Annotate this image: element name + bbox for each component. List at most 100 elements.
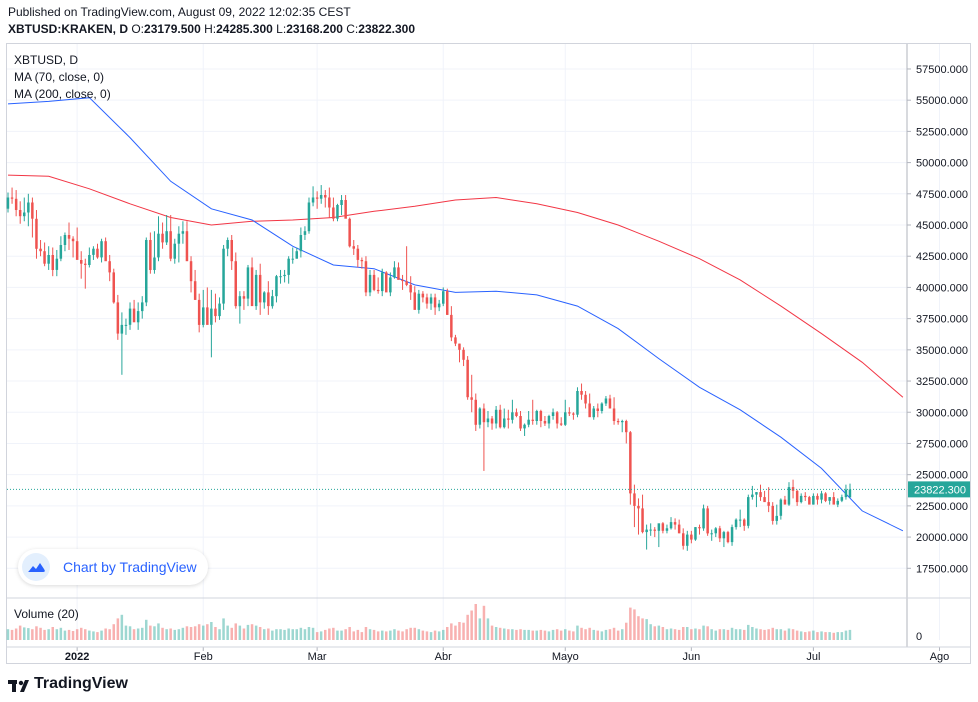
candle-body — [539, 411, 543, 421]
candle-body — [417, 293, 421, 310]
x-tick-label: Mar — [308, 651, 327, 663]
candle-body — [588, 403, 591, 418]
candle-body — [673, 522, 677, 525]
volume-bar — [80, 627, 83, 640]
candle-body — [193, 281, 197, 300]
candle-body — [315, 197, 319, 199]
candle-body — [18, 210, 22, 217]
volume-bar — [608, 629, 612, 640]
candle-body — [511, 412, 514, 420]
volume-bar — [234, 623, 237, 640]
volume-bar — [559, 630, 563, 640]
tradingview-watermark[interactable]: Chart by TradingView — [18, 549, 208, 585]
volume-bar — [222, 618, 225, 640]
volume-bar — [531, 630, 534, 640]
volume-bar — [808, 631, 811, 640]
candle-body — [771, 505, 774, 521]
volume-bar — [356, 629, 360, 640]
candle-body — [747, 497, 750, 526]
candle-body — [730, 527, 734, 543]
volume-bar — [145, 619, 148, 640]
volume-bar — [218, 629, 221, 640]
volume-bar — [96, 632, 99, 640]
volume-bar — [511, 629, 514, 640]
volume-bar — [279, 629, 282, 640]
candle-body — [690, 534, 693, 540]
candle-body — [568, 412, 571, 414]
candle-body — [59, 245, 63, 259]
candle-body — [596, 408, 599, 411]
volume-bar — [633, 609, 636, 640]
candle-body — [299, 235, 303, 252]
volume-bar — [763, 629, 766, 640]
volume-bar — [641, 618, 644, 640]
y-tick-label: 52500.000 — [916, 126, 968, 138]
candle-body — [706, 508, 709, 534]
candle-body — [767, 502, 770, 506]
candle-body — [397, 267, 400, 280]
candle-body — [592, 408, 595, 418]
candle-body — [446, 291, 449, 315]
volume-legend: Volume (20) — [14, 607, 79, 621]
volume-bar — [206, 624, 209, 640]
volume-bar — [185, 626, 189, 640]
volume-bar — [706, 626, 709, 640]
volume-bar — [181, 627, 185, 640]
ohlc-line: XBTUSD:KRAKEN, D O:23179.500 H:24285.300… — [8, 22, 415, 36]
ohlc-high-label: H: — [204, 22, 217, 36]
candle-body — [360, 260, 364, 262]
volume-bar — [783, 630, 787, 640]
candle-body — [141, 302, 144, 312]
volume-bar — [153, 626, 156, 640]
candle-body — [263, 292, 266, 303]
volume-bar — [368, 629, 372, 640]
volume-bar — [100, 630, 103, 640]
volume-bar — [775, 629, 778, 640]
volume-bar — [352, 631, 355, 640]
volume-bar — [787, 628, 791, 640]
candle-body — [405, 281, 408, 285]
x-tick-label: 2022 — [65, 651, 89, 663]
candle-body — [6, 197, 10, 209]
volume-bar — [71, 631, 75, 640]
candle-body — [197, 299, 201, 325]
symbol-label: XBTUSD:KRAKEN, D — [8, 22, 128, 36]
volume-bar — [592, 629, 595, 640]
candle-body — [246, 267, 250, 299]
y-tick-label: 25000.000 — [916, 470, 968, 482]
volume-bar — [682, 627, 685, 640]
candle-body — [283, 274, 286, 277]
last-price-badge — [908, 481, 970, 498]
volume-bar — [486, 618, 490, 640]
volume-bar — [332, 627, 335, 640]
volume-bar — [324, 629, 327, 640]
candle-body — [612, 408, 616, 421]
candle-body — [718, 528, 722, 539]
volume-bar — [283, 629, 286, 640]
candle-body — [625, 421, 628, 433]
candle-body — [84, 263, 87, 265]
volume-bar — [840, 632, 844, 640]
candle-body — [136, 311, 140, 323]
candle-body — [490, 418, 494, 424]
candle-body — [523, 424, 526, 429]
volume-bar — [584, 629, 587, 640]
candle-body — [92, 248, 95, 255]
candles-group — [6, 185, 852, 551]
candle-body — [564, 412, 567, 425]
candle-body — [389, 277, 392, 293]
volume-bar — [291, 629, 294, 640]
chart-frame — [6, 43, 971, 664]
volume-bar — [714, 630, 717, 640]
candle-body — [385, 272, 388, 293]
volume-bar — [747, 624, 750, 640]
candle-body — [503, 418, 506, 428]
volume-bar — [616, 630, 620, 640]
volume-bar — [734, 629, 738, 640]
candle-body — [531, 419, 534, 421]
volume-bar — [612, 627, 616, 640]
y-tick-label: 40000.000 — [916, 282, 968, 294]
candle-body — [336, 205, 339, 219]
candle-body — [185, 231, 189, 262]
